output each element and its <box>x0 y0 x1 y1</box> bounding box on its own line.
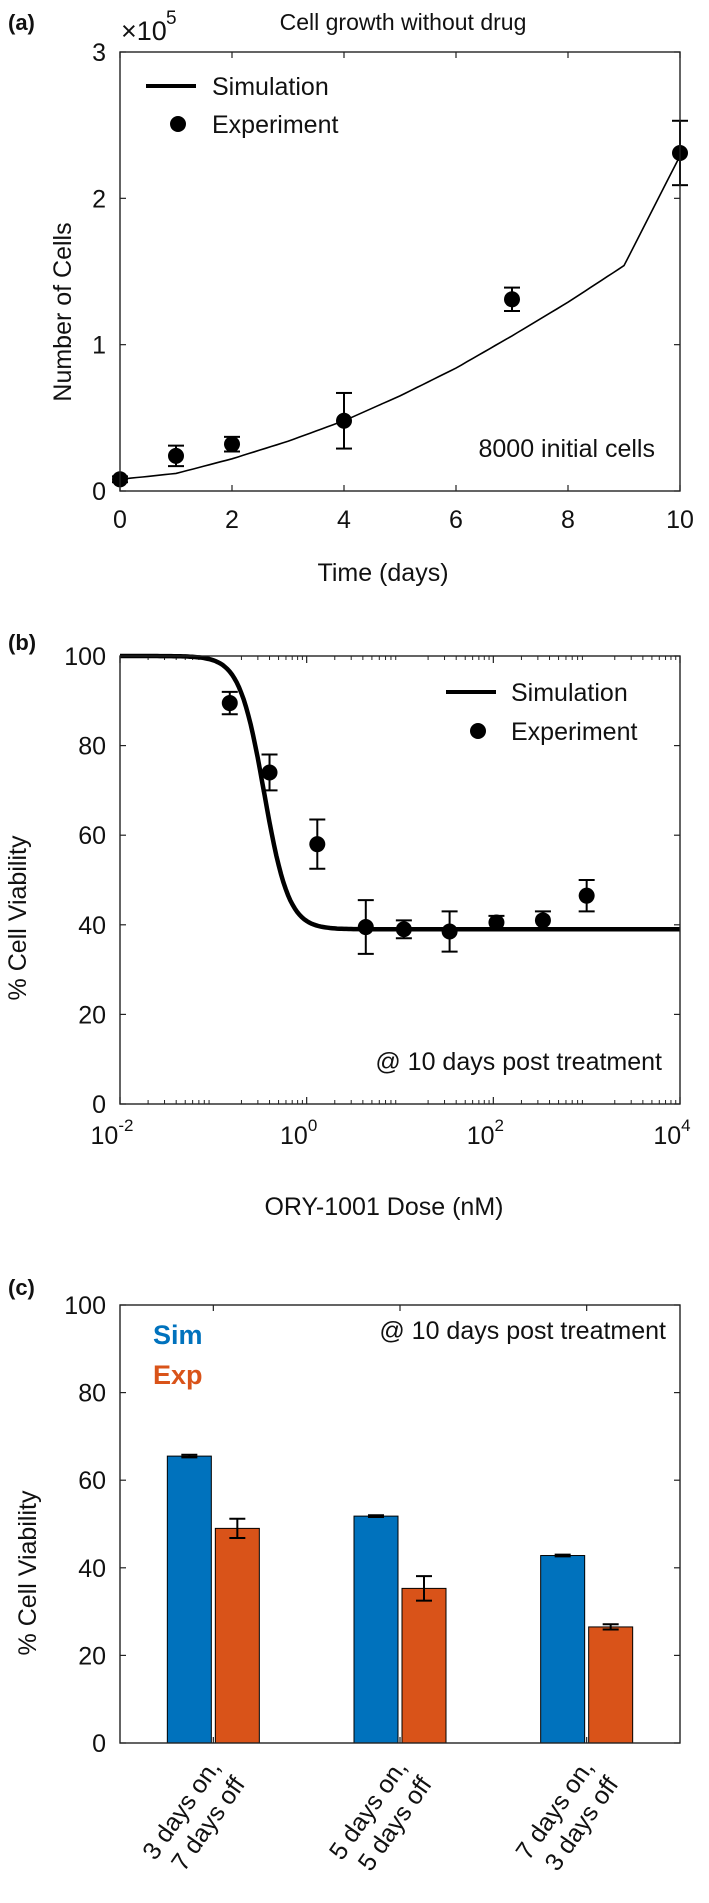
legend-simulation-label: Simulation <box>212 73 329 101</box>
panel-b-label: (b) <box>8 630 36 655</box>
panel-a-growth-chart: (a) Cell growth without drug ×10 5 Numbe… <box>8 8 694 587</box>
x-tick-exponent: -2 <box>118 1116 133 1135</box>
experiment-point <box>395 921 412 938</box>
panel-a-title: Cell growth without drug <box>280 9 527 35</box>
panel-a-axes-box <box>119 51 681 492</box>
panel-c-annotation: @ 10 days post treatment <box>379 1317 666 1345</box>
x-tick-label: 8 <box>561 506 575 534</box>
experiment-point <box>168 447 184 464</box>
legend-experiment-marker <box>470 723 486 739</box>
y-tick-label: 100 <box>64 1292 106 1320</box>
y-tick-label: 60 <box>78 822 106 850</box>
panel-b-axes-box <box>119 655 681 1105</box>
x-tick-label: 0 <box>113 506 127 534</box>
legend-simulation-label: Simulation <box>511 679 628 707</box>
x-tick-exponent: 4 <box>681 1116 690 1135</box>
experiment-point <box>578 887 595 904</box>
x-tick-label: 10 <box>666 506 694 534</box>
bar-exp <box>588 1626 634 1744</box>
experiment-point <box>336 412 352 429</box>
panel-a-legend: Simulation Experiment <box>146 73 338 139</box>
legend-sim-label: Sim <box>153 1320 203 1350</box>
panel-b-ylabel: % Cell Viability <box>4 835 32 1000</box>
experiment-point <box>224 436 240 453</box>
legend-exp-label: Exp <box>153 1360 203 1390</box>
y-tick-label: 0 <box>92 478 106 506</box>
panel-b-dose-chart: (b) % Cell Viability ORY-1001 Dose (nM) … <box>4 630 691 1221</box>
experiment-point <box>504 291 520 308</box>
panel-b-legend: Simulation Experiment <box>446 679 637 746</box>
simulation-line <box>119 155 681 481</box>
y-tick-label: 100 <box>64 643 106 671</box>
y-tick-label: 0 <box>92 1091 106 1119</box>
x-tick-label: 10-2 <box>91 1116 134 1150</box>
x-tick-label: 4 <box>337 506 351 534</box>
experiment-point <box>309 836 326 853</box>
panel-c-ylabel: % Cell Viability <box>14 1490 42 1655</box>
legend-experiment-label: Experiment <box>212 111 338 139</box>
x-tick-exponent: 2 <box>495 1116 504 1135</box>
y-tick-label: 40 <box>78 1555 106 1583</box>
panel-c-label: (c) <box>8 1275 35 1300</box>
y-tick-label: 80 <box>78 733 106 761</box>
panel-a-ylabel: Number of Cells <box>49 222 77 401</box>
category-label: 5 days on,5 days off <box>324 1754 438 1882</box>
panel-a-series-layer <box>112 119 688 488</box>
bar-sim <box>166 1455 212 1744</box>
y-tick-label: 2 <box>92 185 106 213</box>
x-tick-label: 102 <box>467 1116 504 1150</box>
experiment-point <box>441 923 458 940</box>
bar-sim <box>353 1515 399 1744</box>
panel-a-tick-layer: 0 2 4 6 8 10 0 1 2 3 <box>92 39 694 534</box>
y-tick-label: 80 <box>78 1380 106 1408</box>
x-tick-label: 2 <box>225 506 239 534</box>
legend-experiment-label: Experiment <box>511 718 637 746</box>
y-tick-label: 20 <box>78 1642 106 1670</box>
bar-exp <box>401 1587 447 1744</box>
bar-sim <box>540 1555 586 1744</box>
panel-a-exponent-base: ×10 <box>121 16 167 46</box>
experiment-point <box>488 914 505 931</box>
x-tick-label: 6 <box>449 506 463 534</box>
category-label: 3 days on,7 days off <box>137 1754 251 1882</box>
panel-b-series-layer <box>120 653 680 955</box>
y-tick-label: 3 <box>92 39 106 67</box>
panel-c-schedule-chart: (c) % Cell Viability @ 10 days post trea… <box>8 1275 681 1882</box>
x-tick-label: 100 <box>280 1116 317 1150</box>
experiment-point <box>534 912 551 929</box>
y-tick-label: 20 <box>78 1001 106 1029</box>
panel-a-xlabel: Time (days) <box>317 559 448 587</box>
y-tick-label: 1 <box>92 332 106 360</box>
panel-a-exponent-power: 5 <box>166 8 177 29</box>
panel-b-annotation: @ 10 days post treatment <box>375 1048 662 1076</box>
y-tick-label: 0 <box>92 1730 106 1758</box>
experiment-point <box>221 695 238 712</box>
x-tick-label: 104 <box>653 1116 690 1150</box>
panel-a-annotation: 8000 initial cells <box>479 435 656 463</box>
panel-c-series-layer <box>166 1453 634 1744</box>
bar-exp <box>214 1527 260 1744</box>
experiment-point <box>357 919 374 936</box>
panel-b-xlabel: ORY-1001 Dose (nM) <box>264 1193 503 1221</box>
y-tick-label: 40 <box>78 912 106 940</box>
x-tick-exponent: 0 <box>308 1116 317 1135</box>
category-label: 7 days on,3 days off <box>510 1754 624 1882</box>
y-tick-label: 60 <box>78 1467 106 1495</box>
legend-experiment-marker <box>170 116 186 132</box>
panel-c-axes-box <box>119 1304 681 1744</box>
panel-a-label: (a) <box>8 10 35 35</box>
experiment-point <box>261 764 278 781</box>
